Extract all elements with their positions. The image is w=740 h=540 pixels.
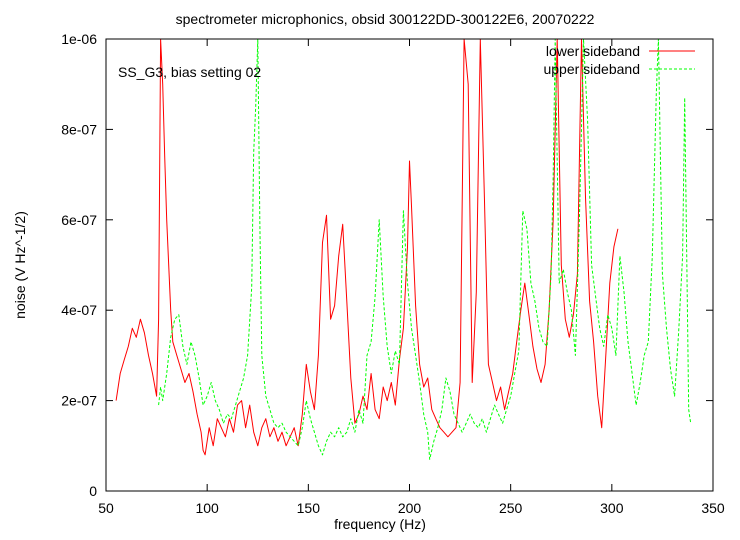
y-tick-label: 8e-07 (61, 121, 97, 137)
y-axis-label: noise (V Hz^-1/2) (12, 211, 28, 319)
chart-annotation: SS_G3, bias setting 02 (118, 64, 261, 80)
plot-frame (105, 38, 714, 492)
y-tick-label: 6e-07 (61, 212, 97, 228)
x-tick-label: 250 (499, 500, 523, 516)
legend-label: upper sideband (543, 61, 640, 77)
x-tick-label: 50 (98, 500, 114, 516)
chart-title: spectrometer microphonics, obsid 300122D… (176, 11, 595, 27)
legend: lower sideband upper sideband (543, 43, 695, 77)
y-tick-label: 1e-06 (61, 31, 97, 47)
y-tick-label: 4e-07 (61, 302, 97, 318)
legend-label: lower sideband (546, 43, 640, 59)
x-tick-label: 200 (398, 500, 422, 516)
x-tick-label: 300 (600, 500, 624, 516)
y-tick-label: 2e-07 (61, 393, 97, 409)
series-line-lower-sideband (115, 39, 619, 456)
x-tick-label: 100 (195, 500, 219, 516)
x-axis-label: frequency (Hz) (334, 516, 426, 532)
x-tick-label: 150 (297, 500, 321, 516)
x-tick-label: 350 (701, 500, 725, 516)
y-tick-label: 0 (89, 483, 97, 499)
series-layer (115, 39, 692, 460)
series-line-upper-sideband (158, 39, 692, 460)
ticks-layer: 50 100 150 200 250 300 350 0 2e-07 4e-07 6e-07 8e-0… (61, 31, 725, 516)
